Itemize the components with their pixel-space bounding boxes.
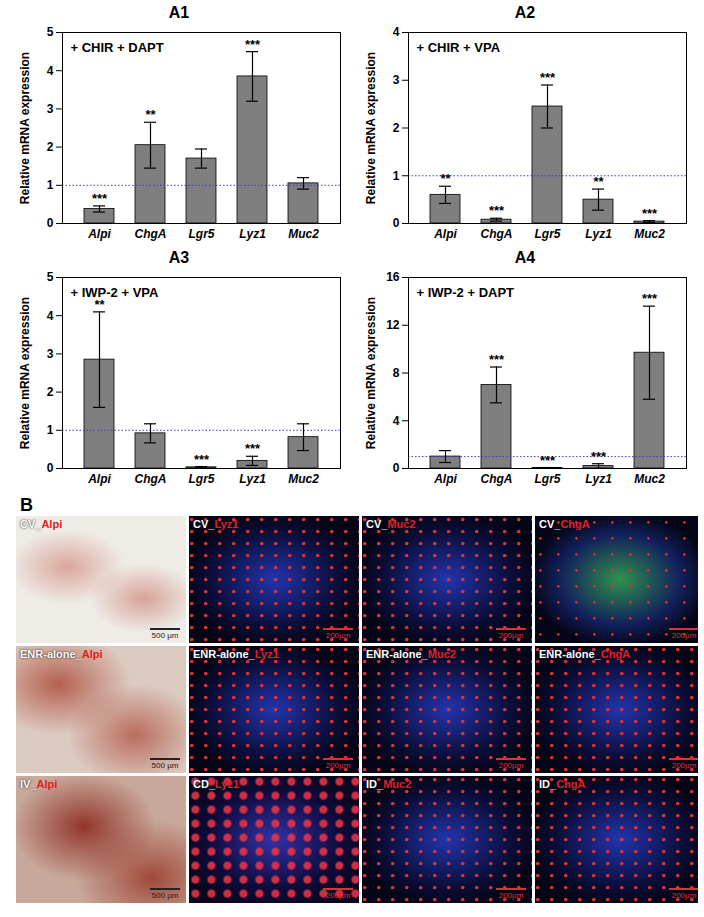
svg-text:Muc2: Muc2	[288, 227, 319, 241]
svg-text:Lyz1: Lyz1	[585, 472, 612, 486]
svg-text:5: 5	[47, 270, 54, 284]
svg-text:+ IWP-2 + VPA: + IWP-2 + VPA	[71, 285, 160, 300]
svg-text:Relative mRNA expression: Relative mRNA expression	[18, 52, 32, 204]
svg-text:1: 1	[47, 178, 54, 192]
svg-text:**: **	[145, 107, 156, 122]
html-text:200µm: 200µm	[325, 761, 351, 770]
svg-text:4: 4	[47, 309, 54, 323]
svg-text:Relative mRNA expression: Relative mRNA expression	[364, 297, 378, 449]
html-text:A2: A2	[514, 4, 536, 21]
svg-text:0: 0	[393, 461, 400, 475]
svg-text:Muc2: Muc2	[634, 472, 665, 486]
svg-text:Muc2: Muc2	[288, 472, 319, 486]
html-text:B: B	[20, 495, 33, 515]
svg-text:Lyz1: Lyz1	[239, 227, 266, 241]
svg-text:+ CHIR + VPA: + CHIR + VPA	[417, 40, 501, 55]
html-text:200µm: 200µm	[671, 761, 697, 770]
svg-text:**: **	[440, 171, 451, 186]
svg-text:3: 3	[47, 347, 54, 361]
html-text:500 µm: 500 µm	[151, 631, 179, 640]
svg-text:ChgA: ChgA	[135, 472, 167, 486]
svg-text:Lyz1: Lyz1	[239, 472, 266, 486]
svg-text:Alpi: Alpi	[433, 227, 457, 241]
svg-text:0: 0	[393, 216, 400, 230]
html-text:ENR-alone_ Alpi: ENR-alone_ Alpi	[20, 648, 103, 660]
svg-text:Alpi: Alpi	[87, 227, 111, 241]
html-text:A4: A4	[514, 249, 536, 266]
svg-text:4: 4	[393, 25, 400, 39]
svg-text:2: 2	[47, 385, 54, 399]
svg-text:Lyz1: Lyz1	[585, 227, 612, 241]
svg-text:ChgA: ChgA	[481, 472, 513, 486]
svg-text:2: 2	[47, 140, 54, 154]
svg-text:Muc2: Muc2	[634, 227, 665, 241]
svg-text:***: ***	[540, 453, 556, 468]
svg-text:4: 4	[47, 64, 54, 78]
html-text:200µm: 200µm	[498, 761, 524, 770]
svg-text:1: 1	[47, 423, 54, 437]
svg-text:***: ***	[489, 352, 505, 367]
html-text:500 µm: 500 µm	[151, 761, 179, 770]
html-text:IV_ Alpi: IV_ Alpi	[20, 778, 58, 790]
svg-text:***: ***	[245, 441, 261, 456]
html-text:200µm: 200µm	[671, 631, 697, 640]
svg-text:5: 5	[47, 25, 54, 39]
svg-text:Lgr5: Lgr5	[534, 472, 560, 486]
svg-text:0: 0	[47, 461, 54, 475]
html-text:ENR-alone_ Muc2: ENR-alone_ Muc2	[366, 648, 456, 660]
html-text:200µm: 200µm	[671, 891, 697, 900]
html-text:ENR-alone_ ChgA: ENR-alone_ ChgA	[539, 648, 631, 660]
html-text:ID_ Muc2: ID_ Muc2	[366, 778, 412, 790]
svg-text:Lgr5: Lgr5	[188, 472, 214, 486]
svg-text:***: ***	[642, 291, 658, 306]
html-text:CV_ ChgA: CV_ ChgA	[539, 518, 590, 530]
svg-text:***: ***	[642, 206, 658, 221]
html-text:200µm: 200µm	[325, 631, 351, 640]
html-text:A3: A3	[168, 249, 190, 266]
svg-text:**: **	[593, 174, 604, 189]
svg-text:12: 12	[386, 318, 400, 332]
svg-text:***: ***	[194, 452, 210, 467]
svg-text:16: 16	[386, 270, 400, 284]
html-text:CV_ Muc2: CV_ Muc2	[366, 518, 416, 530]
svg-text:Alpi: Alpi	[87, 472, 111, 486]
svg-text:3: 3	[393, 73, 400, 87]
svg-text:3: 3	[47, 102, 54, 116]
svg-text:Alpi: Alpi	[433, 472, 457, 486]
html-text:CV_ Lyz1: CV_ Lyz1	[193, 518, 239, 530]
svg-text:2: 2	[393, 121, 400, 135]
html-text:ENR-alone_ Lyz1: ENR-alone_ Lyz1	[193, 648, 279, 660]
svg-text:***: ***	[245, 37, 261, 52]
svg-text:ChgA: ChgA	[481, 227, 513, 241]
svg-text:***: ***	[489, 203, 505, 218]
svg-text:***: ***	[540, 70, 556, 85]
svg-text:Lgr5: Lgr5	[188, 227, 214, 241]
html-text:200µm: 200µm	[498, 891, 524, 900]
html-text:200µm: 200µm	[498, 631, 524, 640]
html-text:ID_ ChgA: ID_ ChgA	[539, 778, 586, 790]
svg-text:Relative mRNA expression: Relative mRNA expression	[18, 297, 32, 449]
svg-text:Lgr5: Lgr5	[534, 227, 560, 241]
svg-text:ChgA: ChgA	[135, 227, 167, 241]
html-text:500 µm: 500 µm	[151, 891, 179, 900]
svg-text:***: ***	[92, 191, 108, 206]
svg-text:1: 1	[393, 169, 400, 183]
svg-text:4: 4	[393, 414, 400, 428]
svg-text:***: ***	[591, 449, 607, 464]
svg-text:+ CHIR + DAPT: + CHIR + DAPT	[71, 40, 164, 55]
svg-text:8: 8	[393, 366, 400, 380]
svg-text:0: 0	[47, 216, 54, 230]
svg-text:Relative mRNA expression: Relative mRNA expression	[364, 52, 378, 204]
html-text:A1: A1	[168, 4, 190, 21]
html-text:CV_ Alpi: CV_ Alpi	[20, 518, 63, 530]
svg-text:+ IWP-2 + DAPT: + IWP-2 + DAPT	[417, 285, 515, 300]
html-text:200µm: 200µm	[325, 891, 351, 900]
html-text:CD_ Lyz1: CD_ Lyz1	[193, 778, 240, 790]
